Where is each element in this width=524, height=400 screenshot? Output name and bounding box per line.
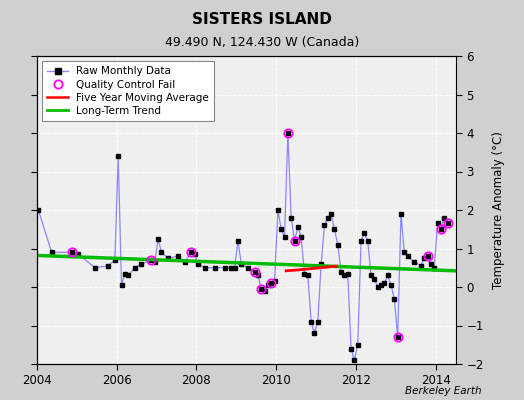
Text: SISTERS ISLAND: SISTERS ISLAND xyxy=(192,12,332,27)
Legend: Raw Monthly Data, Quality Control Fail, Five Year Moving Average, Long-Term Tren: Raw Monthly Data, Quality Control Fail, … xyxy=(42,61,214,121)
Y-axis label: Temperature Anomaly (°C): Temperature Anomaly (°C) xyxy=(492,131,505,289)
Text: 49.490 N, 124.430 W (Canada): 49.490 N, 124.430 W (Canada) xyxy=(165,36,359,49)
Text: Berkeley Earth: Berkeley Earth xyxy=(406,386,482,396)
